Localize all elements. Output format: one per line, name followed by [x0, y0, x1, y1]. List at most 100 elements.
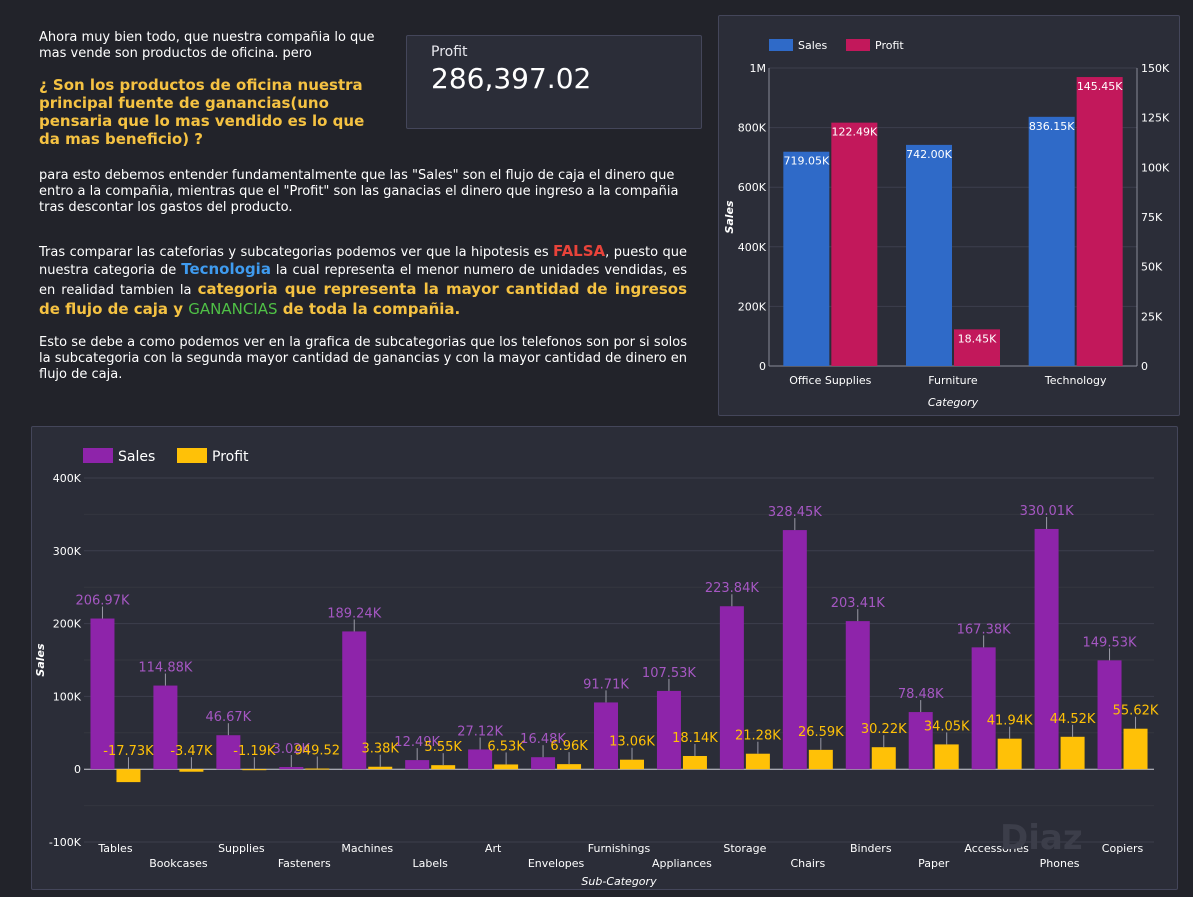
x-axis-title: Sub-Category: [581, 875, 657, 888]
bar-sales: [1034, 528, 1059, 770]
bar-profit: [116, 769, 141, 783]
ganancias-highlight: GANANCIAS: [188, 300, 278, 318]
data-label: 41.94K: [987, 714, 1033, 729]
bar-sales: [405, 760, 430, 770]
data-label: 149.53K: [1083, 635, 1137, 650]
bar-profit: [934, 744, 959, 770]
data-label: -1.19K: [233, 744, 276, 759]
bar-profit: [997, 738, 1022, 770]
bar-profit: [305, 768, 330, 770]
hypothesis-text-d: de toda la compañia.: [277, 300, 461, 318]
bar-sales: [845, 621, 870, 770]
data-label: 330.01K: [1020, 504, 1074, 519]
x-tick-label: Office Supplies: [789, 374, 871, 387]
legend-label-sales: Sales: [118, 449, 155, 465]
bar-sales: [594, 702, 618, 770]
x-tick-label: Tables: [97, 842, 132, 855]
data-label: 3.38K: [361, 742, 399, 757]
bar-sales: [90, 618, 115, 770]
data-label: 107.53K: [642, 666, 696, 681]
y2-tick-label: 100K: [1141, 161, 1170, 174]
data-label: 18.14K: [672, 731, 718, 746]
y-tick-label: 0: [74, 763, 81, 776]
bar-sales: [1097, 660, 1122, 770]
bar-sales: [906, 144, 952, 366]
hypothesis-text-b: , puesto que nuestra categoria de: [39, 245, 687, 278]
data-label: 46.67K: [205, 710, 251, 725]
hypothesis-paragraph: Tras comparar las cateforias y subcatego…: [39, 243, 687, 319]
bar-profit: [1060, 736, 1085, 770]
falsa-highlight: FALSA: [553, 242, 606, 260]
y-tick-label: 400K: [53, 472, 82, 485]
legend-label-profit: Profit: [212, 449, 249, 465]
y-tick-label: 200K: [738, 300, 767, 313]
data-label: 21.28K: [735, 729, 781, 744]
data-label: 26.59K: [798, 725, 844, 740]
x-tick-label: Furniture: [928, 374, 978, 387]
data-label: 6.96K: [550, 739, 588, 754]
data-label: 189.24K: [327, 606, 381, 621]
bar-profit: [871, 747, 896, 770]
intro-paragraph: Ahora muy bien todo, que nuestra compañi…: [39, 30, 375, 61]
y-tick-label: 800K: [738, 122, 767, 135]
bar-profit: [242, 769, 267, 771]
x-tick-label: Art: [485, 842, 502, 855]
bar-sales: [908, 712, 933, 770]
question-heading: ¿ Son los productos de oficina nuestra p…: [39, 76, 365, 148]
subcategory-chart-panel: -100K 0 100K 200K 300K 400K 206.97K -17.73K Tabl…: [31, 426, 1178, 890]
bar-profit: [1076, 77, 1123, 366]
x-tick-label: Envelopes: [528, 857, 585, 870]
tecnologia-highlight: Tecnologia: [181, 260, 271, 278]
data-label: 13.06K: [609, 735, 655, 750]
subcategory-chart: -100K 0 100K 200K 300K 400K 206.97K -17.73K Tabl…: [34, 448, 1159, 888]
bar-profit: [557, 764, 582, 770]
data-label: 114.88K: [138, 661, 192, 676]
data-label: -3.47K: [170, 744, 213, 759]
data-label: 719.05K: [783, 155, 829, 168]
bar-profit: [620, 759, 644, 770]
bar-sales: [279, 767, 304, 770]
x-tick-label: Accessories: [964, 842, 1029, 855]
data-label: 122.49K: [831, 126, 877, 139]
category-highlight: categoria que representa la mayor cantid…: [39, 280, 688, 318]
bar-sales: [468, 749, 493, 770]
bar-profit: [831, 122, 878, 366]
bar-profit: [368, 766, 393, 770]
data-label: 949.52: [295, 744, 341, 759]
x-tick-label: Phones: [1040, 857, 1080, 870]
y-tick-label: 400K: [738, 241, 767, 254]
x-tick-label: Furnishings: [588, 842, 651, 855]
y-tick-label: 100K: [53, 690, 82, 703]
y-tick-label: 200K: [53, 618, 82, 631]
x-tick-label: Technology: [1044, 374, 1107, 387]
data-label: 328.45K: [768, 505, 822, 520]
y-tick-label: 0: [759, 360, 766, 373]
data-label: 55.62K: [1113, 704, 1159, 719]
y-tick-label: -100K: [49, 836, 82, 849]
x-tick-label: Supplies: [218, 842, 265, 855]
x-tick-label: Labels: [412, 857, 448, 870]
y-axis-title: Sales: [34, 643, 47, 677]
legend-swatch-sales: [769, 39, 793, 51]
scorecard-label: Profit: [431, 44, 468, 60]
legend-swatch-profit: [177, 448, 207, 463]
y2-tick-label: 75K: [1141, 211, 1163, 224]
y2-tick-label: 0: [1141, 360, 1148, 373]
data-label: 91.71K: [583, 677, 629, 692]
bar-sales: [971, 647, 996, 770]
data-label: 27.12K: [457, 724, 503, 739]
data-label: 223.84K: [705, 581, 759, 596]
y-tick-label: 300K: [53, 545, 82, 558]
bar-sales: [1028, 116, 1075, 366]
data-label: 44.52K: [1050, 712, 1096, 727]
data-label: 78.48K: [898, 687, 944, 702]
bar-sales: [531, 757, 556, 770]
category-chart: 0 200K 400K 600K 800K 1M 0 25K 50K 75K 100K 125K 150…: [723, 39, 1170, 409]
x-tick-label: Machines: [341, 842, 393, 855]
y2-tick-label: 50K: [1141, 261, 1163, 274]
data-label: 34.05K: [924, 719, 970, 734]
bar-sales: [719, 606, 744, 770]
y2-tick-label: 25K: [1141, 310, 1163, 323]
data-label: 18.45K: [958, 332, 997, 345]
profit-scorecard: Profit 286,397.02: [406, 35, 702, 129]
